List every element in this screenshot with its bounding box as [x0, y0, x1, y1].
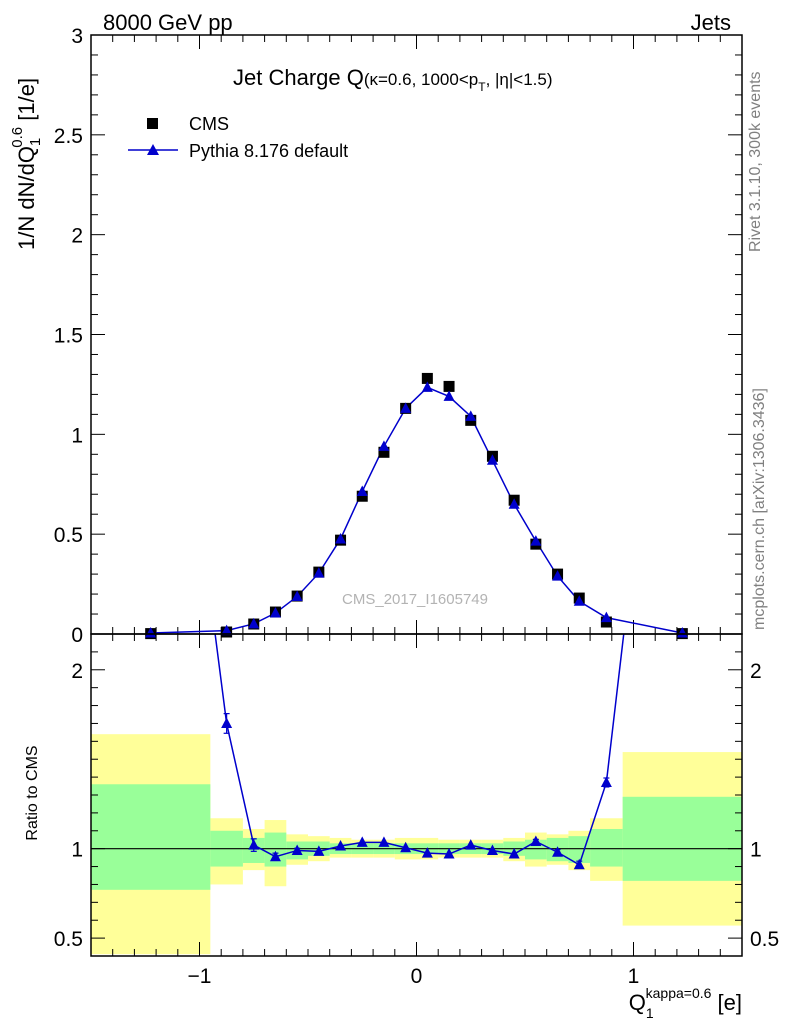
ratio-ytick-label-right: 1: [750, 839, 762, 862]
pythia-point: [443, 390, 455, 401]
legend-pythia-label: Pythia 8.176 default: [189, 141, 348, 161]
pythia-point: [486, 454, 498, 465]
ratio-bands: [91, 734, 742, 955]
ratio-band-inner: [590, 828, 623, 867]
pythia-point: [313, 567, 325, 578]
ratio-point: [600, 776, 612, 787]
cms-point: [378, 446, 390, 458]
ratio-ytick-label-left: 1: [71, 839, 83, 862]
cms-point: [421, 372, 433, 384]
main-ylabel: 1/N dN/dQ10.6 [1/e]: [9, 78, 44, 250]
ratio-band-inner: [91, 784, 211, 890]
main-ytick-label: 0: [71, 624, 83, 647]
main-ytick-label: 3: [71, 25, 83, 48]
legend: CMS Pythia 8.176 default: [128, 114, 348, 161]
chart-title-sub-end: , |η|<1.5): [486, 70, 553, 89]
ratio-ytick-label-right: 2: [750, 660, 762, 683]
ratio-point: [335, 839, 347, 851]
ratio-xtick-label: 0: [411, 965, 423, 988]
ratio-band-inner: [264, 832, 287, 867]
ratio-clipped: [214, 634, 625, 870]
main-ytick-label: 2.5: [54, 125, 83, 148]
chart-title-sub-t: T: [478, 80, 486, 94]
ratio-point: [221, 717, 233, 728]
ratio-point: [486, 844, 498, 855]
main-ytick-label: 1.5: [54, 325, 83, 348]
header-process: Jets: [691, 10, 731, 35]
main-ylabel-sup: 0.6: [9, 127, 26, 148]
ratio-point: [573, 858, 585, 870]
pythia-point: [530, 535, 542, 546]
ratio-line: [214, 634, 625, 866]
pythia-point: [335, 532, 347, 544]
cms-point: [356, 490, 368, 502]
legend-pythia-marker: [147, 144, 159, 155]
ratio-xtick-label: −1: [188, 965, 212, 988]
pythia-point: [145, 627, 157, 638]
main-ylabel-text: 1/N dN/dQ: [14, 146, 39, 250]
pythia-point: [465, 410, 477, 421]
ratio-frame: [90, 633, 743, 957]
chart-title-sub: (κ=0.6, 1000<p: [364, 70, 478, 89]
ratio-point: [356, 836, 368, 847]
ratio-band-inner: [622, 796, 742, 881]
x-axis-label-unit: [e]: [711, 990, 742, 1015]
pythia-point: [378, 440, 390, 451]
ratio-point: [465, 839, 477, 850]
ratio-ytick-label-left: 0.5: [54, 928, 83, 951]
pythia-point: [676, 627, 688, 638]
pythia-point: [421, 381, 433, 392]
ratio-point: [378, 836, 390, 847]
main-axis-ticks: 0 0.5 1 1.5 2 2.5 3: [54, 25, 743, 647]
main-ytick-label: 0.5: [54, 524, 83, 547]
ratio-point: [443, 848, 455, 859]
mcplots-label: mcplots.cern.ch [arXiv:1306.3436]: [751, 388, 768, 630]
ratio-point: [530, 835, 542, 847]
ratio-point: [400, 841, 412, 853]
ratio-ytick-label-left: 2: [71, 660, 83, 683]
pythia-point: [573, 595, 585, 606]
ratio-point: [508, 848, 520, 859]
main-ytick-label: 1: [71, 424, 83, 447]
ratio-xtick-label: 1: [628, 965, 640, 988]
pythia-point: [552, 570, 564, 581]
ratio-point: [291, 844, 303, 855]
pythia-point: [356, 485, 368, 496]
chart-title-main: Jet Charge Q: [233, 65, 364, 90]
x-axis-label: Q1 kappa=0.6 [e]: [629, 985, 742, 1021]
pythia-point: [221, 624, 233, 636]
pythia-point: [269, 607, 281, 618]
ratio-point: [269, 850, 281, 862]
legend-cms-marker: [147, 118, 158, 129]
ratio-point: [421, 847, 433, 858]
pythia-point: [600, 611, 612, 623]
ratio-axis-ticks: 0.5 0.5 1 1 2 2 −1 0 1: [54, 634, 779, 988]
ratio-ylabel: Ratio to CMS: [24, 745, 41, 840]
ratio-data-layer: [214, 634, 625, 870]
main-ylabel-sub: 1: [27, 138, 44, 146]
rivet-label: Rivet 3.1.10, 300k events: [747, 71, 764, 252]
ratio-point: [248, 839, 260, 850]
pythia-point: [248, 617, 260, 629]
x-axis-label-sub: 1: [646, 1005, 654, 1021]
ratio-ytick-label-right: 0.5: [750, 928, 779, 951]
cms-point: [443, 380, 455, 392]
header-energy: 8000 GeV pp: [103, 10, 233, 35]
pythia-point: [400, 402, 412, 413]
x-axis-label-sup: kappa=0.6: [646, 985, 712, 1001]
main-ylabel-unit: [1/e]: [14, 78, 39, 127]
ratio-point: [313, 845, 325, 856]
ratio-band-inner: [568, 836, 591, 863]
analysis-watermark: CMS_2017_I1605749: [342, 591, 488, 608]
x-axis-label-text: Q: [629, 990, 646, 1015]
pythia-point: [291, 590, 303, 601]
chart-title: Jet Charge Q(κ=0.6, 1000<pT, |η|<1.5): [233, 65, 553, 94]
main-ytick-label: 2: [71, 225, 83, 248]
ratio-point: [552, 846, 564, 857]
legend-cms-label: CMS: [189, 114, 229, 134]
pythia-point: [508, 498, 520, 509]
